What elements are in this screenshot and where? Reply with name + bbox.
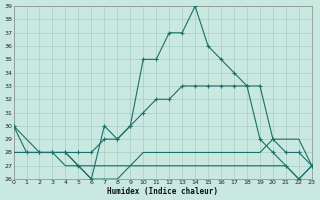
X-axis label: Humidex (Indice chaleur): Humidex (Indice chaleur) [107,187,218,196]
